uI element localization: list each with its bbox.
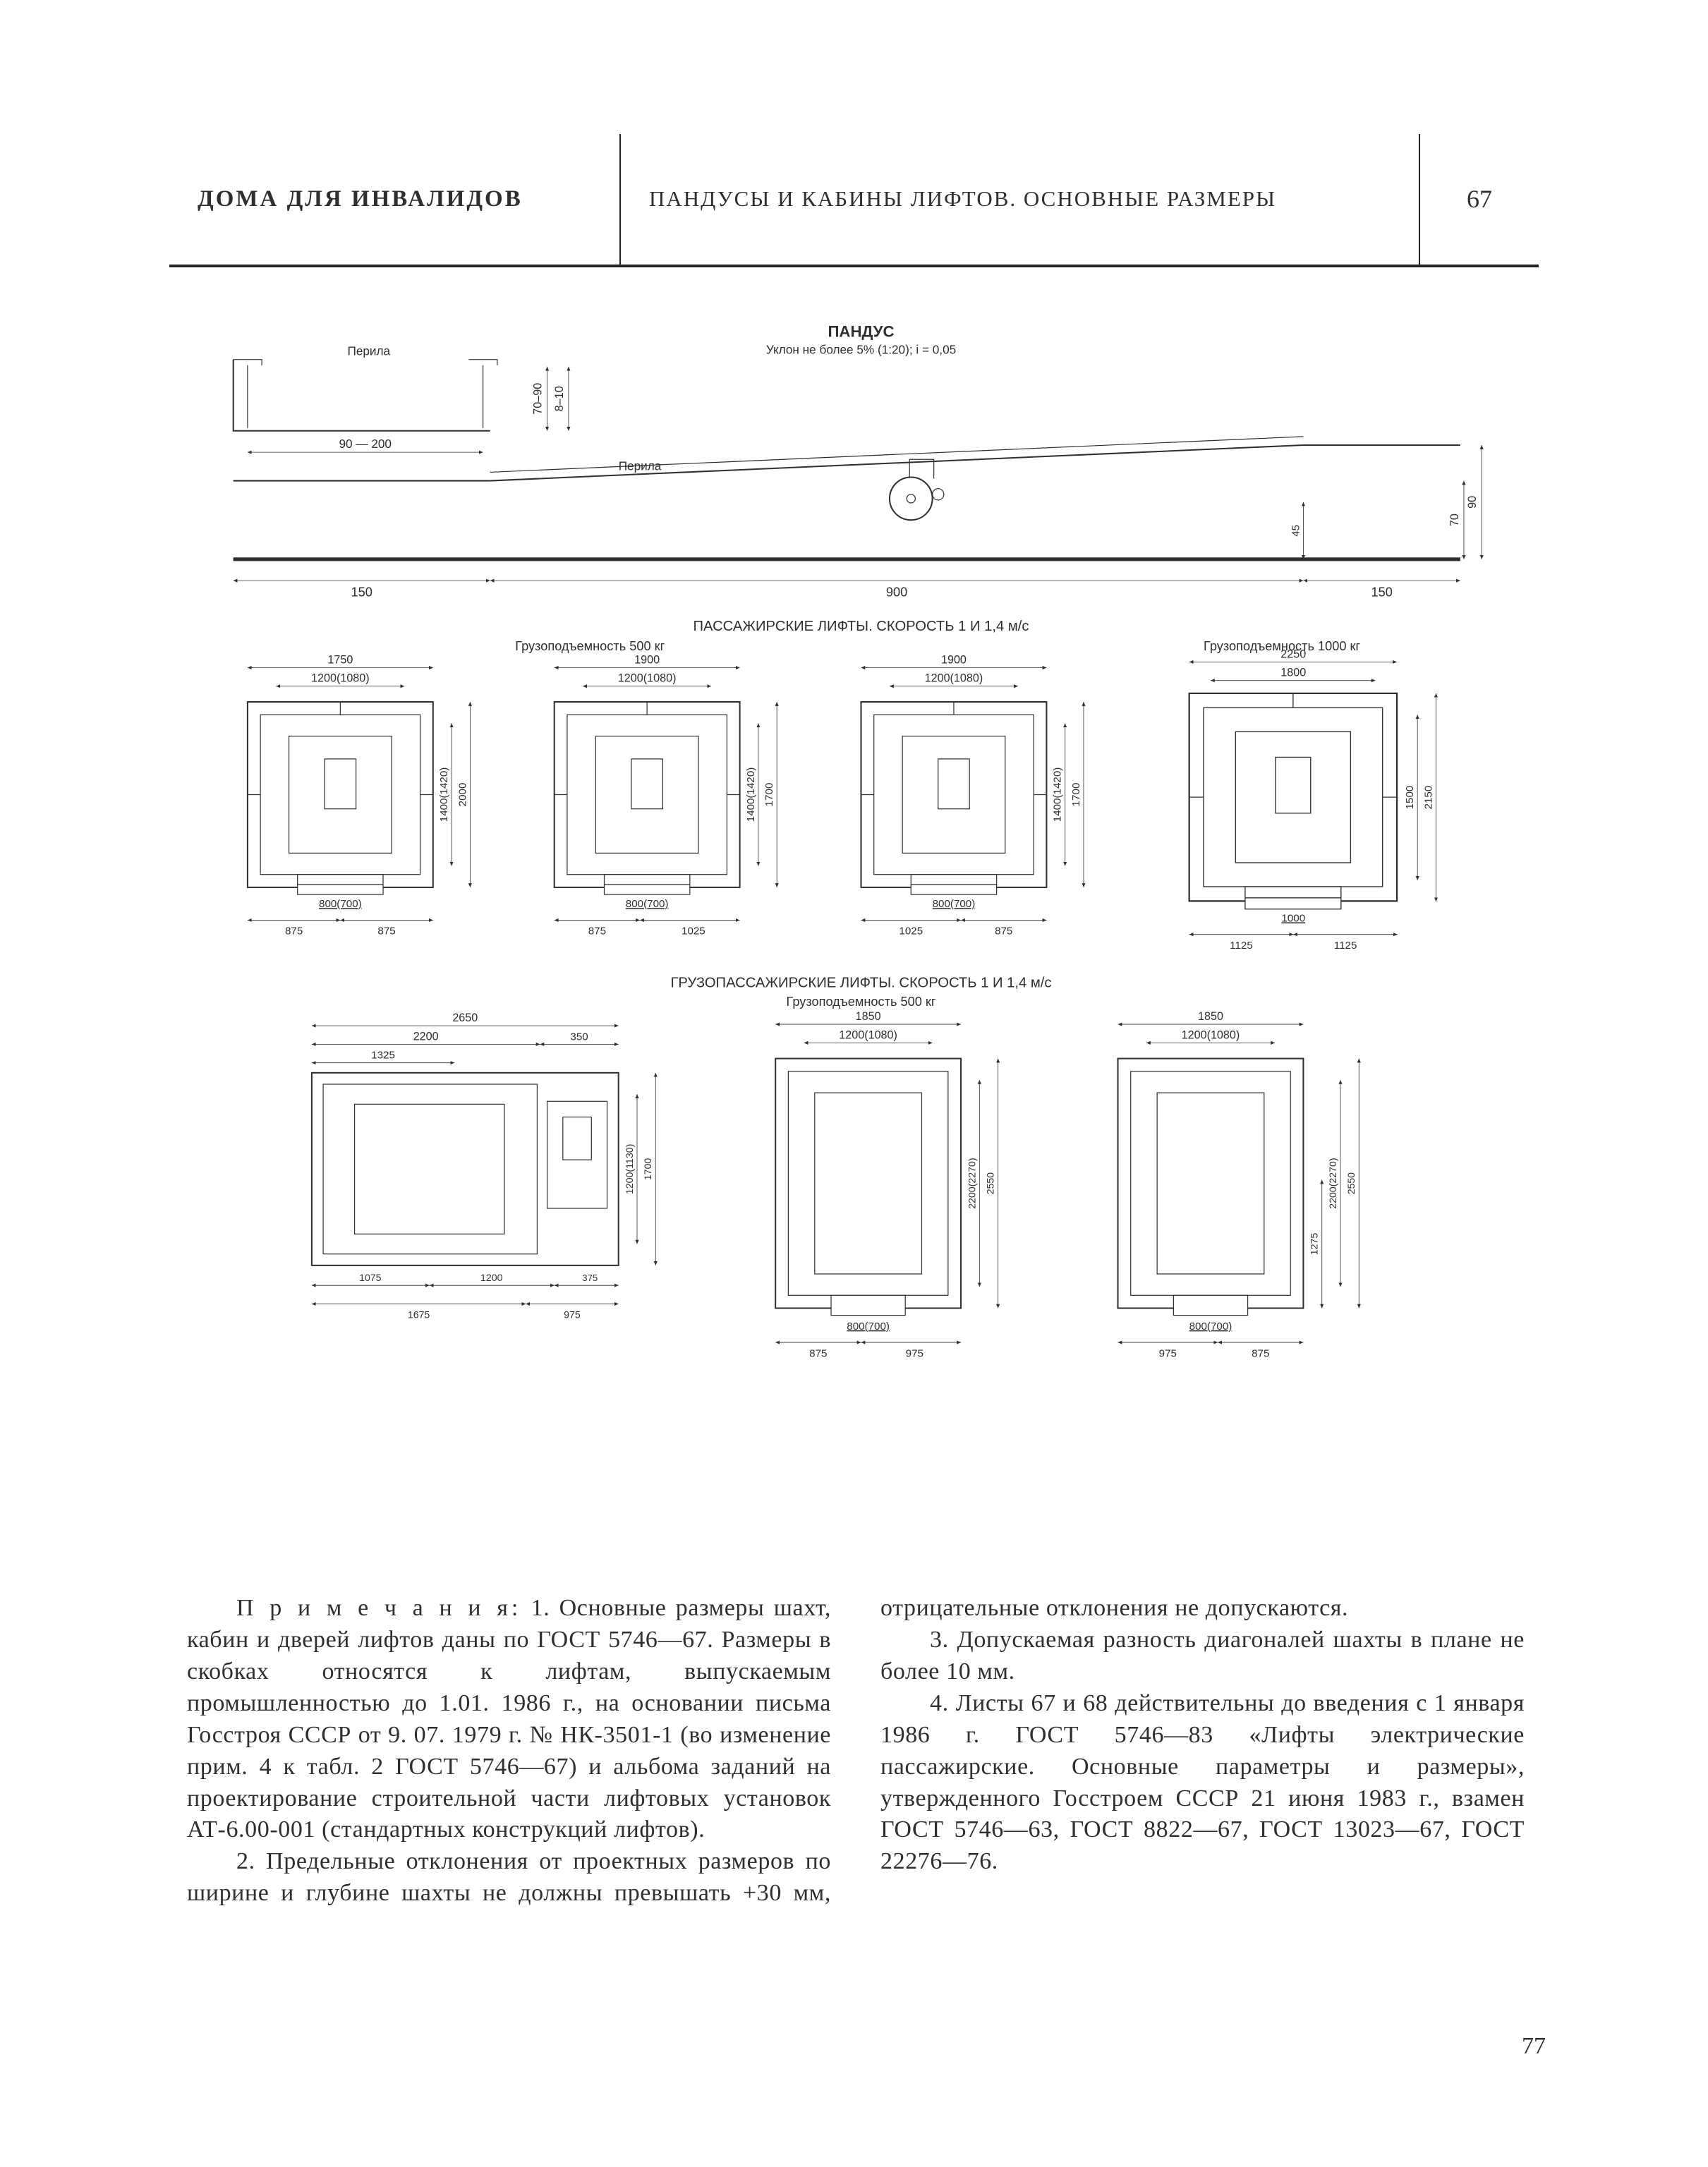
page-header: ДОМА ДЛЯ ИНВАЛИДОВ ПАНДУСЫ И КАБИНЫ ЛИФТ…	[169, 134, 1539, 267]
svg-text:70–90: 70–90	[531, 383, 544, 415]
svg-text:2550: 2550	[1345, 1172, 1357, 1195]
svg-text:2150: 2150	[1422, 786, 1434, 810]
diagrams: ПАНДУС Уклон не более 5% (1:20); i = 0,0…	[190, 317, 1532, 1550]
svg-text:1850: 1850	[856, 1010, 881, 1023]
svg-text:ПАССАЖИРСКИЕ ЛИФТЫ. СКОРОСТЬ 1: ПАССАЖИРСКИЕ ЛИФТЫ. СКОРОСТЬ 1 И 1,4 м/с	[694, 619, 1029, 634]
svg-text:800(700): 800(700)	[319, 898, 362, 910]
svg-text:975: 975	[564, 1309, 581, 1321]
svg-text:800(700): 800(700)	[1189, 1321, 1232, 1333]
svg-text:Грузоподъемность 500 кг: Грузоподъемность 500 кг	[515, 639, 665, 653]
svg-text:1400(1420): 1400(1420)	[745, 767, 757, 823]
wheelchair-icon	[890, 459, 944, 520]
svg-text:1700: 1700	[642, 1158, 653, 1180]
header-page: 67	[1419, 134, 1539, 265]
svg-text:1900: 1900	[634, 653, 660, 666]
svg-text:2550: 2550	[985, 1172, 996, 1195]
svg-text:1500: 1500	[1404, 786, 1416, 810]
svg-text:1700: 1700	[1070, 783, 1082, 807]
svg-text:2000: 2000	[456, 783, 468, 807]
svg-text:1125: 1125	[1230, 940, 1253, 952]
header-mid: ПАНДУСЫ И КАБИНЫ ЛИФТОВ. ОСНОВНЫЕ РАЗМЕР…	[621, 134, 1419, 265]
svg-text:1400(1420): 1400(1420)	[1052, 767, 1064, 823]
note-1: П р и м е ч а н и я: 1. Основные размеры…	[187, 1593, 831, 1846]
note-3: 3. Допускаемая разность диагоналей шахты…	[880, 1625, 1525, 1688]
svg-text:975: 975	[906, 1347, 923, 1359]
svg-text:45: 45	[1290, 525, 1302, 537]
svg-text:1200(1080): 1200(1080)	[618, 672, 677, 685]
svg-text:1275: 1275	[1309, 1233, 1320, 1256]
footer-pageno: 77	[1522, 2032, 1546, 2062]
svg-text:875: 875	[995, 925, 1012, 937]
svg-text:2200: 2200	[413, 1030, 439, 1043]
svg-text:975: 975	[1159, 1347, 1177, 1359]
ramp: ПАНДУС Уклон не более 5% (1:20); i = 0,0…	[234, 322, 1482, 599]
svg-text:1200(1130): 1200(1130)	[624, 1144, 635, 1194]
svg-text:1125: 1125	[1334, 940, 1357, 952]
svg-text:ГРУЗОПАССАЖИРСКИЕ ЛИФТЫ. СКОРО: ГРУЗОПАССАЖИРСКИЕ ЛИФТЫ. СКОРОСТЬ 1 И 1,…	[670, 975, 1051, 990]
header-left: ДОМА ДЛЯ ИНВАЛИДОВ	[169, 134, 621, 265]
svg-text:875: 875	[809, 1347, 827, 1359]
svg-text:875: 875	[285, 925, 303, 937]
svg-text:2250: 2250	[1280, 648, 1306, 660]
svg-text:1075: 1075	[359, 1272, 382, 1283]
svg-text:875: 875	[1252, 1347, 1269, 1359]
note-4: 4. Листы 67 и 68 действительны до введен…	[880, 1688, 1525, 1878]
svg-text:1025: 1025	[682, 925, 705, 937]
svg-text:2200(2270): 2200(2270)	[966, 1158, 977, 1208]
svg-text:1200: 1200	[480, 1272, 503, 1283]
svg-text:Грузоподъемность 500 кг: Грузоподъемность 500 кг	[787, 995, 936, 1009]
svg-text:1200(1080): 1200(1080)	[839, 1028, 897, 1041]
svg-text:1400(1420): 1400(1420)	[438, 767, 450, 823]
svg-text:2200(2270): 2200(2270)	[1327, 1158, 1338, 1208]
svg-text:1000: 1000	[1281, 912, 1305, 924]
svg-text:Перила: Перила	[619, 459, 662, 473]
svg-text:1675: 1675	[408, 1309, 430, 1321]
svg-text:1850: 1850	[1198, 1010, 1223, 1023]
svg-text:150: 150	[351, 585, 373, 599]
svg-text:1325: 1325	[371, 1050, 395, 1062]
svg-text:150: 150	[1371, 585, 1392, 599]
svg-text:800(700): 800(700)	[626, 898, 669, 910]
svg-text:800(700): 800(700)	[933, 898, 976, 910]
svg-text:1200(1080): 1200(1080)	[311, 672, 370, 685]
svg-text:70: 70	[1448, 514, 1461, 526]
notes: П р и м е ч а н и я: 1. Основные размеры…	[187, 1593, 1525, 1910]
svg-text:1800: 1800	[1280, 667, 1306, 679]
svg-text:1025: 1025	[899, 925, 923, 937]
svg-text:8–10: 8–10	[553, 386, 566, 411]
svg-text:350: 350	[570, 1031, 588, 1043]
svg-text:1700: 1700	[763, 783, 775, 807]
svg-text:375: 375	[582, 1273, 598, 1283]
svg-text:1750: 1750	[327, 653, 353, 666]
svg-text:2650: 2650	[452, 1012, 478, 1024]
svg-text:1200(1080): 1200(1080)	[925, 672, 983, 685]
svg-text:Уклон не более 5% (1:20); i =: Уклон не более 5% (1:20); i = 0,05	[766, 343, 956, 357]
svg-text:90: 90	[1466, 496, 1479, 509]
svg-text:1200(1080): 1200(1080)	[1182, 1028, 1240, 1041]
svg-text:Перила: Перила	[347, 344, 390, 358]
svg-text:875: 875	[588, 925, 606, 937]
svg-text:875: 875	[377, 925, 395, 937]
svg-text:90 — 200: 90 — 200	[339, 437, 392, 451]
svg-text:800(700): 800(700)	[847, 1321, 890, 1333]
svg-text:ПАНДУС: ПАНДУС	[828, 322, 894, 340]
svg-text:900: 900	[886, 585, 907, 599]
svg-text:1900: 1900	[941, 653, 967, 666]
